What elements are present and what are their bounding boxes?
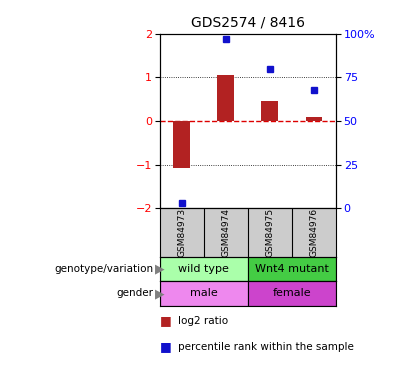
Text: wild type: wild type: [178, 264, 229, 274]
Bar: [262, 101, 278, 121]
Text: ■: ■: [160, 314, 171, 327]
Text: ■: ■: [160, 340, 171, 353]
Bar: [306, 117, 322, 121]
Text: percentile rank within the sample: percentile rank within the sample: [178, 342, 354, 352]
Text: GSM84976: GSM84976: [310, 208, 318, 257]
Text: ▶: ▶: [155, 262, 165, 276]
Text: GDS2574 / 8416: GDS2574 / 8416: [191, 16, 305, 30]
Bar: [160, 281, 248, 306]
Text: gender: gender: [116, 288, 153, 298]
Text: female: female: [273, 288, 311, 298]
Bar: [248, 257, 336, 281]
Bar: [173, 121, 190, 168]
Text: Wnt4 mutant: Wnt4 mutant: [255, 264, 329, 274]
Text: genotype/variation: genotype/variation: [54, 264, 153, 274]
Bar: [218, 75, 234, 121]
Text: GSM84974: GSM84974: [221, 208, 230, 257]
Bar: [248, 281, 336, 306]
Text: male: male: [190, 288, 218, 298]
Text: GSM84973: GSM84973: [177, 208, 186, 257]
Text: ▶: ▶: [155, 287, 165, 300]
Text: GSM84975: GSM84975: [265, 208, 274, 257]
Text: log2 ratio: log2 ratio: [178, 316, 228, 326]
Bar: [160, 257, 248, 281]
